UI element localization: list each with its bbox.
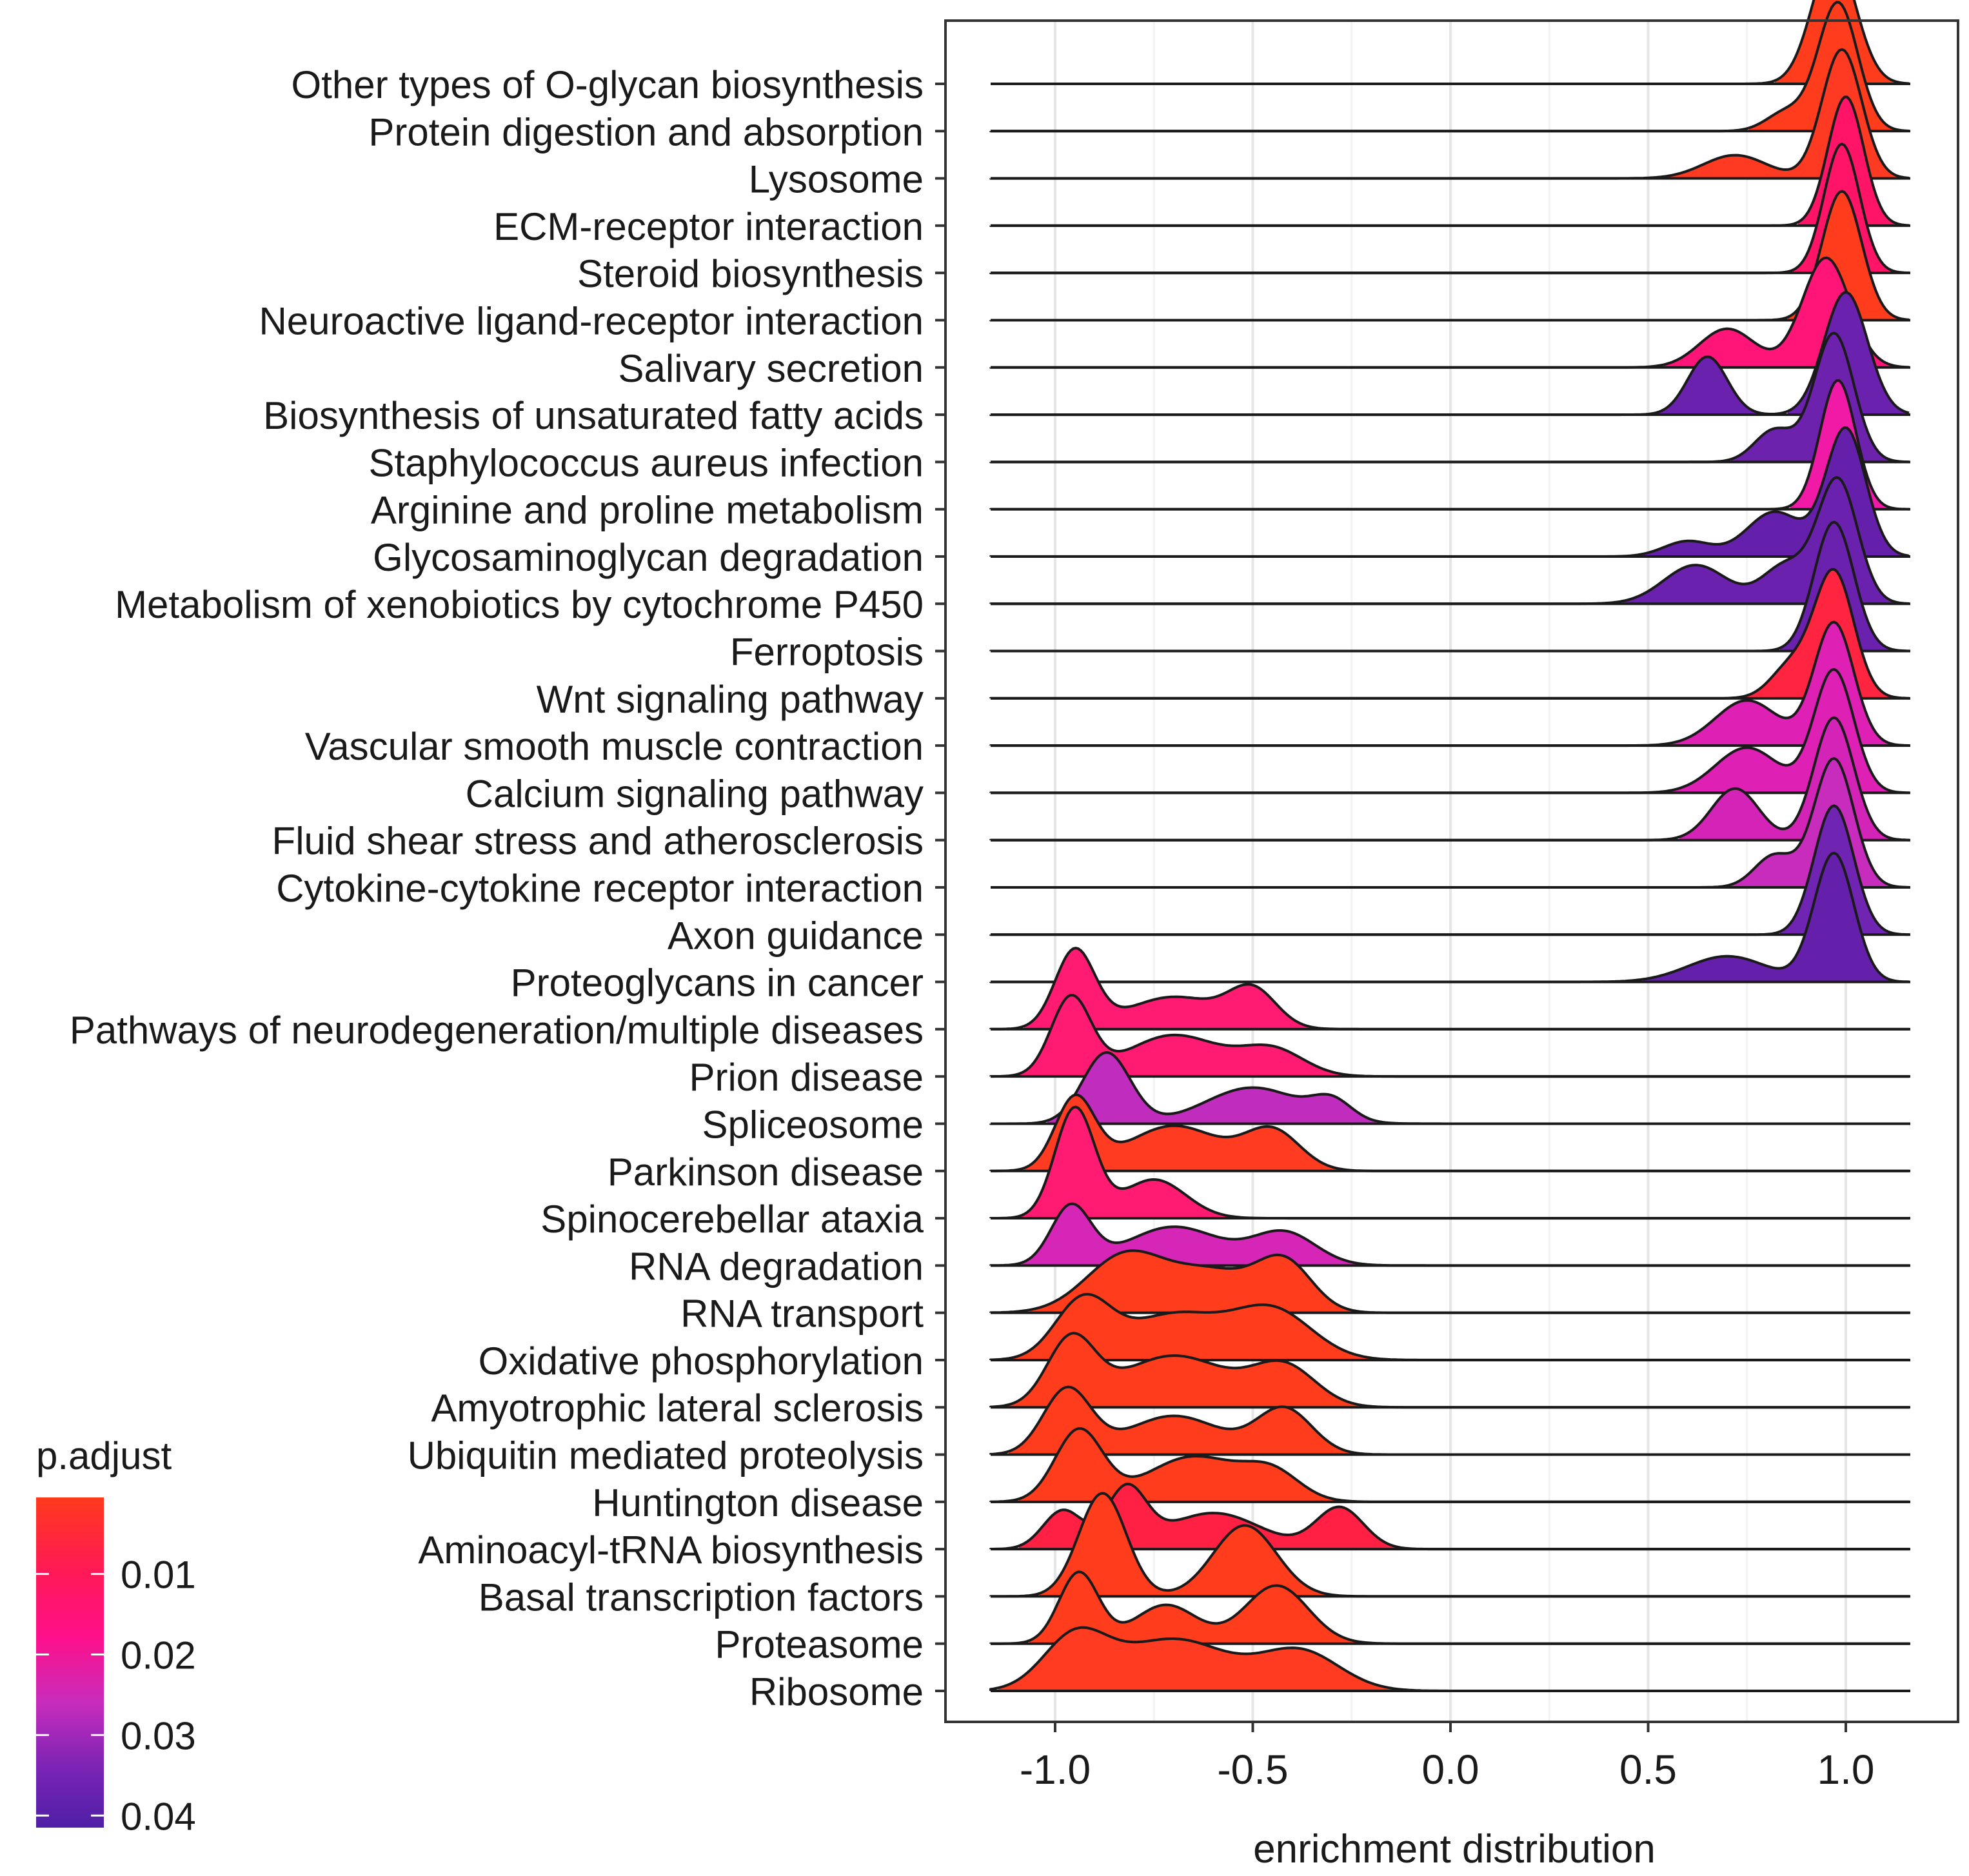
ridge-fill [1040,1493,1329,1597]
y-tick-label: Metabolism of xenobiotics by cytochrome … [115,583,924,626]
ridge-series [989,1051,1910,1125]
y-tick-label: Other types of O-glycan biosynthesis [292,63,924,106]
ridge-fill [1014,1294,1370,1360]
ridge-series [989,1332,1910,1409]
y-tick-label: Huntington disease [592,1481,924,1525]
x-tick-label: 1.0 [1817,1746,1875,1793]
legend: p.adjust 0.01 0.02 0.03 0.04 [36,1434,196,1838]
y-tick-label: Ferroptosis [730,631,924,674]
y-tick-label: Oxidative phosphorylation [479,1339,924,1383]
y-tick-label: Vascular smooth muscle contraction [305,725,924,768]
ridge-fill [1022,1107,1228,1219]
y-tick-label: Neuroactive ligand-receptor interaction [259,299,924,342]
y-tick-label: Proteoglycans in cancer [511,962,924,1005]
y-tick-label: Proteasome [715,1623,924,1666]
y-tick-label: Glycosaminoglycan degradation [373,536,924,579]
y-tick-label: Arginine and proline metabolism [371,489,924,532]
ridge-fill [1047,1052,1378,1124]
ridge-series [989,1105,1910,1220]
y-tick-label: Lysosome [749,158,924,201]
legend-tick-label: 0.01 [121,1554,196,1597]
ridge-series [989,1292,1910,1361]
ridge-fill [998,1627,1393,1691]
y-tick-label: RNA transport [680,1292,924,1336]
ridge-fill [1024,1094,1339,1171]
x-axis-title: enrichment distribution [1253,1827,1656,1871]
ridge-series [989,1626,1910,1692]
ridge-series [989,947,1910,1031]
y-tick-label: RNA degradation [629,1245,924,1288]
legend-title: p.adjust [36,1434,172,1477]
x-tick-label: 0.5 [1619,1746,1677,1793]
y-tick-label: Pathways of neurodegeneration/multiple d… [70,1009,924,1052]
x-tick-label: -0.5 [1217,1746,1288,1793]
y-tick-label: Staphylococcus aureus infection [368,441,924,484]
y-tick-label: Basal transcription factors [479,1575,924,1619]
y-tick-label: Calcium signaling pathway [466,772,924,815]
y-tick-label: Steroid biosynthesis [577,252,924,295]
y-tick-label: Parkinson disease [608,1150,924,1194]
ridge-series [989,1093,1910,1172]
ridge-series [989,851,1910,983]
ridge-series [989,568,1910,700]
ridge-fill [1029,1250,1354,1313]
y-tick-label: Wnt signaling pathway [537,678,924,721]
legend-tick-label: 0.03 [121,1714,196,1757]
y-tick-label: Prion disease [689,1056,924,1099]
ridge-fill [1643,853,1891,982]
y-tick-label: Protein digestion and absorption [368,110,924,153]
ridge-series [989,1492,1910,1598]
x-tick-label: 0.0 [1422,1746,1479,1793]
legend-colorbar [36,1497,104,1828]
y-tick-label: Salivary secretion [618,347,924,390]
x-tick-label: -1.0 [1020,1746,1091,1793]
y-axis: Other types of O-glycan biosynthesisProt… [70,63,945,1713]
y-tick-label: Cytokine-cytokine receptor interaction [276,867,924,910]
legend-tick-label: 0.02 [121,1634,196,1677]
y-tick-label: Axon guidance [668,914,924,957]
y-tick-label: Ribosome [749,1670,924,1713]
y-tick-label: ECM-receptor interaction [493,205,924,248]
ridge-series [989,1249,1910,1314]
y-tick-label: Spliceosome [702,1103,924,1146]
ridge-fill [1022,1203,1357,1266]
y-tick-label: Ubiquitin mediated proteolysis [408,1434,924,1477]
y-tick-label: Aminoacyl-tRNA biosynthesis [418,1528,924,1572]
ridge-fill [1029,1572,1357,1644]
y-tick-label: Amyotrophic lateral sclerosis [431,1387,924,1430]
y-tick-label: Spinocerebellar ataxia [540,1198,924,1241]
legend-tick-label: 0.04 [121,1795,196,1838]
legend-ticks: 0.01 0.02 0.03 0.04 [36,1554,196,1838]
x-axis: -1.0 -0.5 0.0 0.5 1.0 [1020,1722,1875,1793]
y-tick-label: Biosynthesis of unsaturated fatty acids [263,394,924,437]
ridges-layer [989,0,1910,1692]
y-tick-label: Fluid shear stress and atherosclerosis [272,820,924,863]
ridge-fill [1024,948,1311,1029]
